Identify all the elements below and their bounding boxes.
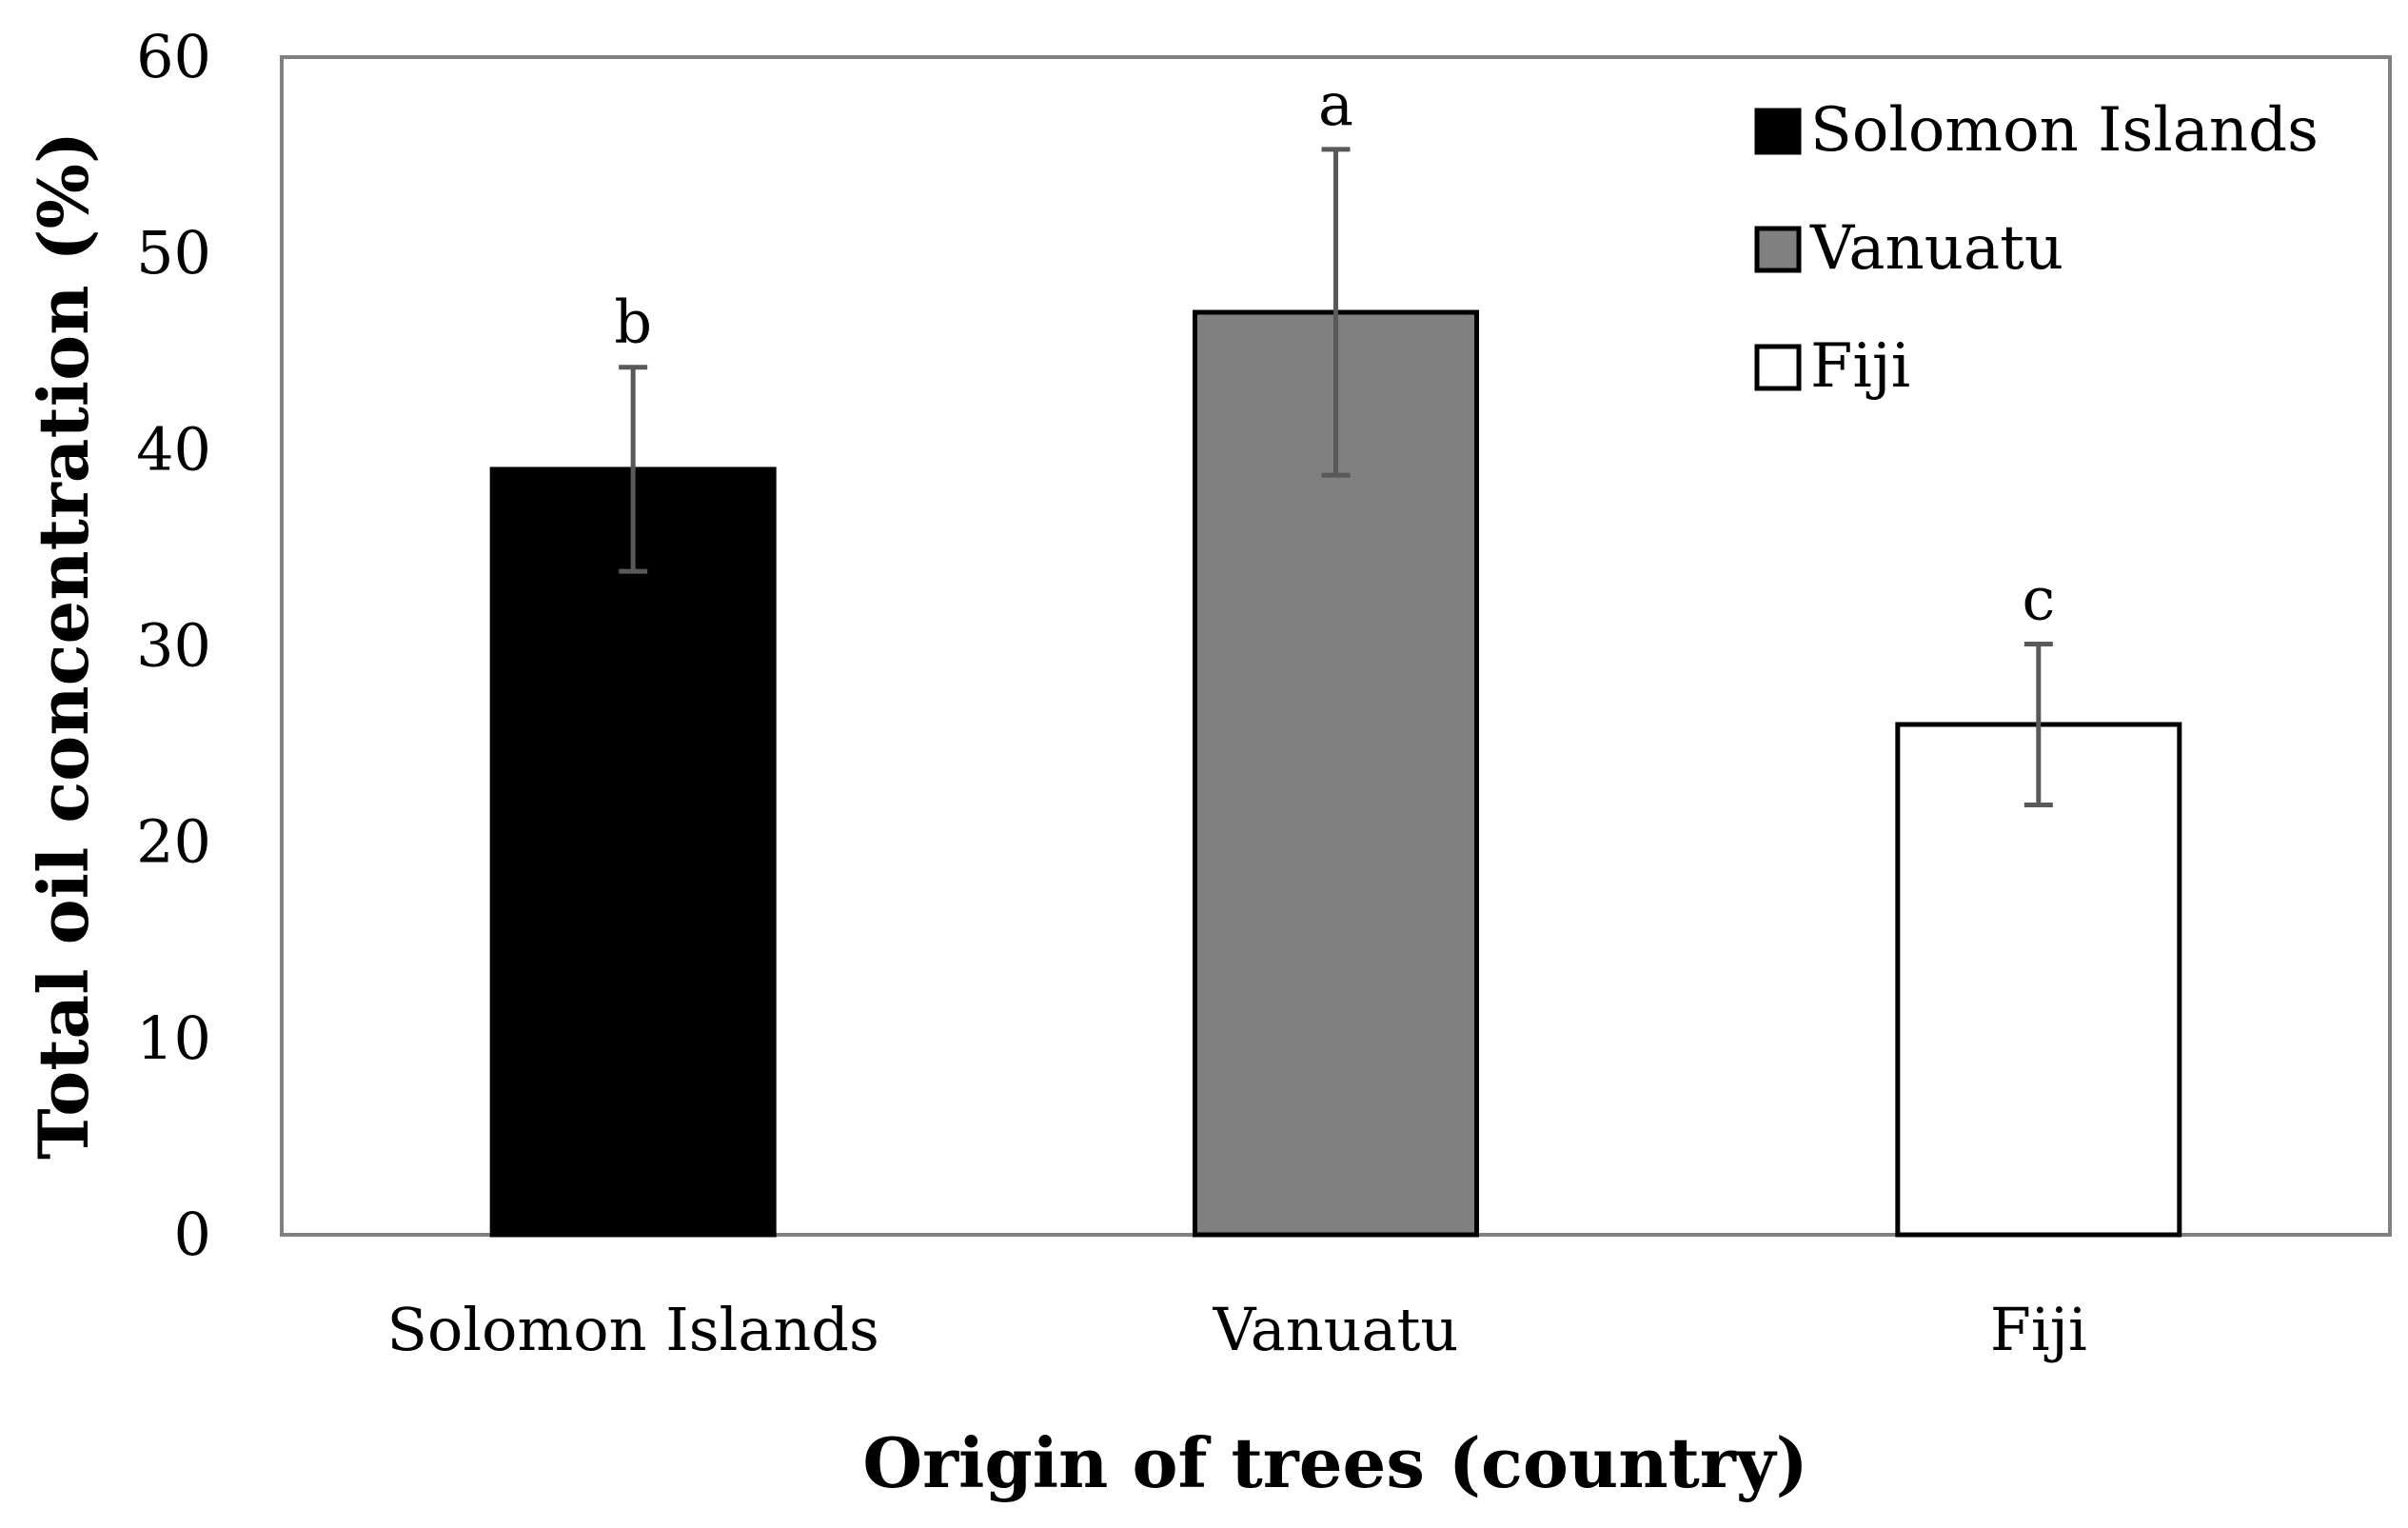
significance-letter: a [1318, 69, 1353, 139]
x-tick-label: Solomon Islands [387, 1295, 879, 1364]
y-tick-label: 40 [136, 414, 211, 484]
x-tick-label: Fiji [1990, 1295, 2087, 1364]
legend-swatch [1754, 226, 1802, 273]
y-tick-label: 0 [174, 1200, 211, 1269]
x-axis-title: Origin of trees (country) [862, 1422, 1807, 1503]
legend-label: Fiji [1810, 331, 1910, 402]
bar-fiji [1895, 722, 2182, 1238]
y-tick-label: 10 [136, 1003, 211, 1073]
y-tick-label: 30 [136, 611, 211, 681]
legend-swatch [1754, 344, 1802, 391]
legend: Solomon Islands Vanuatu Fiji [1754, 95, 2319, 402]
significance-letter: b [614, 288, 652, 357]
legend-label: Solomon Islands [1810, 95, 2319, 166]
y-tick-label: 50 [136, 218, 211, 288]
x-tick-label: Vanuatu [1213, 1295, 1459, 1364]
y-axis-title: Total oil concentration (%) [23, 131, 104, 1160]
bar-solomon-islands [489, 466, 777, 1238]
y-tick-label: 60 [136, 22, 211, 91]
legend-swatch [1754, 108, 1802, 155]
y-tick-label: 20 [136, 807, 211, 877]
significance-letter: c [2022, 564, 2055, 633]
legend-label: Vanuatu [1809, 213, 2063, 284]
